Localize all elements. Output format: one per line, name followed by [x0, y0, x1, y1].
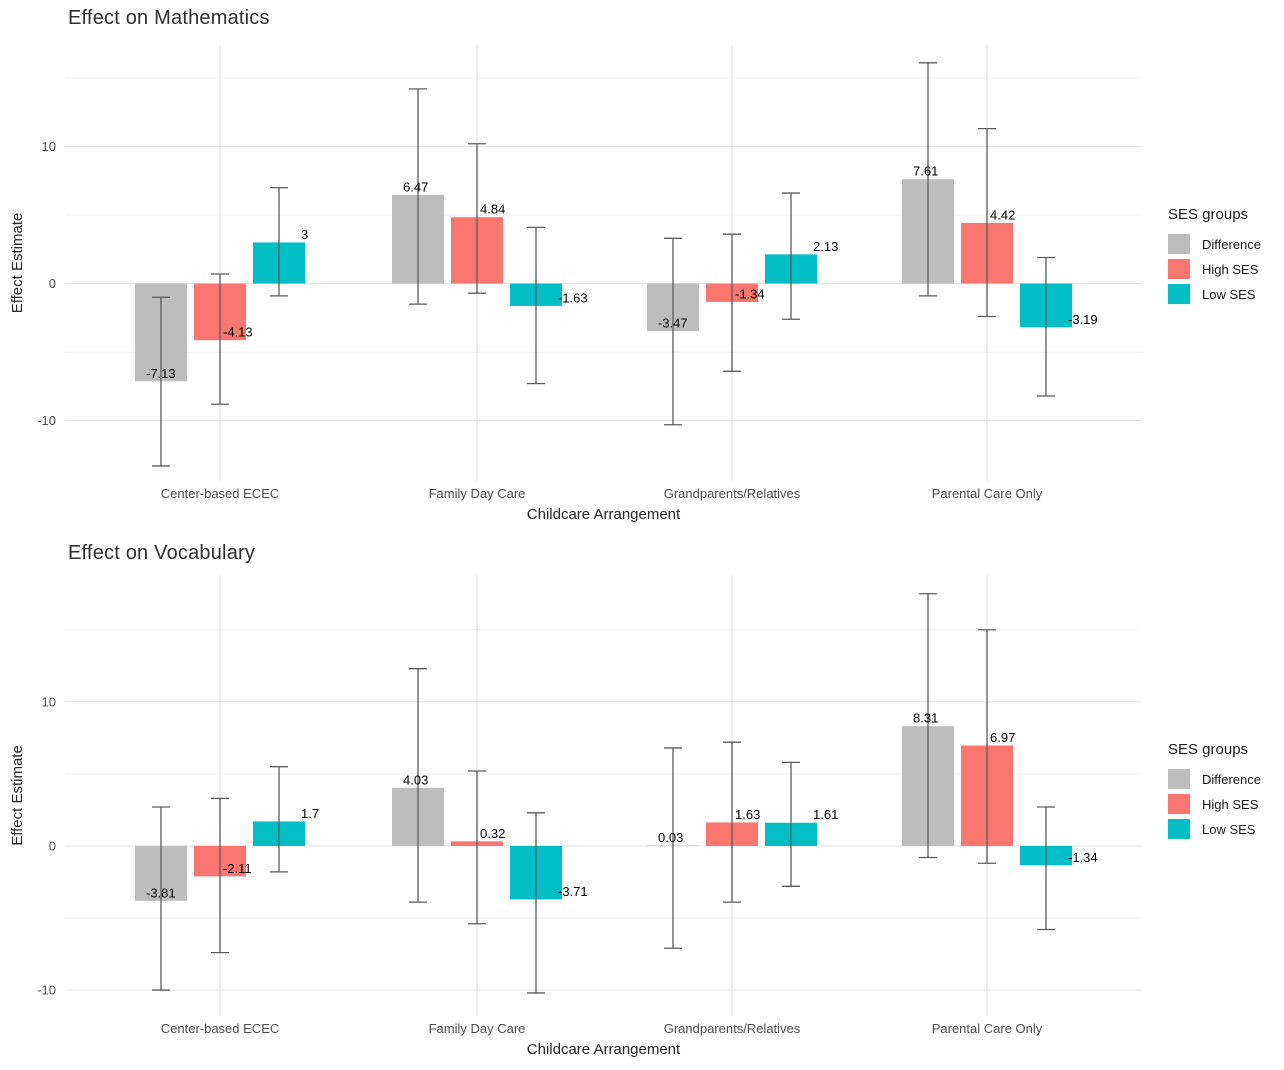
legend-entry-difference: Difference — [1168, 769, 1284, 789]
x-axis-title: Childcare Arrangement — [527, 1041, 681, 1058]
chart-vocabulary: -3.81 4.03 0.03 8.31 -2.11 0.32 1.63 6.97 1.7 -3.… — [9, 575, 1142, 1058]
y-tick-label: -10 — [37, 983, 56, 998]
value-labels: -7.13 6.47 -3.47 7.61 -4.13 4.84 -1.34 4.42 3 -1.… — [146, 164, 1098, 381]
panel-mathematics: Effect on Mathematics -7.13 6.47 -3.47 7.61… — [9, 7, 1284, 523]
value-label: 1.61 — [813, 807, 838, 822]
legend-mathematics: SES groups Difference High SES Low SES — [1168, 206, 1284, 309]
legend-swatch-high-ses-icon — [1168, 259, 1190, 279]
value-label: 0.03 — [658, 830, 683, 845]
value-label: -3.71 — [558, 884, 588, 899]
error-bars — [152, 62, 1055, 467]
y-tick-label: -10 — [37, 413, 56, 428]
legend-label-high-ses: High SES — [1202, 261, 1259, 277]
value-label: -4.13 — [223, 325, 253, 340]
value-label: 0.32 — [480, 826, 505, 841]
bars — [135, 726, 1072, 901]
panel-title-vocabulary: Effect on Vocabulary — [68, 542, 256, 564]
y-tick-label: 10 — [42, 694, 56, 709]
value-label: -1.34 — [735, 286, 765, 301]
legend-label-low-ses: Low SES — [1202, 821, 1256, 837]
legend-swatch-low-ses-icon — [1168, 284, 1190, 304]
value-labels: -3.81 4.03 0.03 8.31 -2.11 0.32 1.63 6.97 1.7 -3.… — [146, 711, 1098, 901]
bars — [135, 179, 1072, 382]
value-label: -3.81 — [146, 885, 176, 900]
legend-label-difference: Difference — [1202, 771, 1262, 787]
value-label: -7.13 — [146, 366, 176, 381]
value-label: 8.31 — [913, 711, 938, 726]
value-label: 6.47 — [403, 179, 428, 194]
value-label: 6.97 — [990, 730, 1015, 745]
y-tick-label: 10 — [42, 139, 56, 154]
legend-swatch-difference-icon — [1168, 769, 1190, 789]
x-tick-label: Grandparents/Relatives — [664, 486, 801, 501]
value-label: -1.34 — [1068, 850, 1098, 865]
x-axis-title: Childcare Arrangement — [527, 506, 681, 523]
axes: -10 0 10 Center-based ECEC Family Day Care Gr… — [9, 694, 1043, 1058]
value-label: 1.7 — [301, 806, 319, 821]
legend-swatch-low-ses-icon — [1168, 819, 1190, 839]
y-tick-label: 0 — [49, 276, 56, 291]
x-tick-label: Parental Care Only — [932, 1021, 1043, 1036]
legend-vocabulary: SES groups Difference High SES Low SES — [1168, 741, 1284, 844]
error-bars — [152, 593, 1055, 994]
legend-title: SES groups — [1168, 741, 1249, 758]
legend-entry-low-ses: Low SES — [1168, 284, 1284, 304]
x-tick-label: Grandparents/Relatives — [664, 1021, 801, 1036]
legend-entry-difference: Difference — [1168, 234, 1284, 254]
x-tick-label: Family Day Care — [429, 486, 526, 501]
legend-label-low-ses: Low SES — [1202, 286, 1256, 302]
value-label: 2.13 — [813, 239, 838, 254]
legend-label-difference: Difference — [1202, 236, 1262, 252]
value-label: 4.03 — [403, 772, 428, 787]
legend-entry-low-ses: Low SES — [1168, 819, 1284, 839]
y-axis-title: Effect Estimate — [9, 745, 26, 846]
y-tick-label: 0 — [49, 838, 56, 853]
value-label: -3.47 — [658, 316, 688, 331]
x-tick-label: Center-based ECEC — [161, 486, 280, 501]
legend-swatch-high-ses-icon — [1168, 794, 1190, 814]
value-label: 7.61 — [913, 164, 938, 179]
value-label: 1.63 — [735, 807, 760, 822]
x-tick-label: Parental Care Only — [932, 486, 1043, 501]
value-label: 3 — [301, 227, 308, 242]
value-label: 4.84 — [480, 202, 505, 217]
chart-mathematics: -7.13 6.47 -3.47 7.61 -4.13 4.84 -1.34 4.42 3 -1.… — [9, 45, 1142, 523]
value-label: -2.11 — [223, 861, 252, 876]
legend-label-high-ses: High SES — [1202, 796, 1259, 812]
value-label: -3.19 — [1068, 312, 1098, 327]
x-tick-label: Family Day Care — [429, 1021, 526, 1036]
legend-title: SES groups — [1168, 206, 1249, 223]
y-axis-title: Effect Estimate — [9, 213, 26, 314]
panel-vocabulary: Effect on Vocabulary -3.81 4.03 0.03 8.31 -2… — [0, 535, 1284, 1070]
value-label: 4.42 — [990, 207, 1015, 222]
panel-title-mathematics: Effect on Mathematics — [68, 7, 270, 29]
legend-entry-high-ses: High SES — [1168, 259, 1284, 279]
axes: -10 0 10 Center-based ECEC Family Day Care Gr… — [9, 139, 1043, 523]
legend-swatch-difference-icon — [1168, 234, 1190, 254]
value-label: -1.63 — [558, 290, 588, 305]
legend-entry-high-ses: High SES — [1168, 794, 1284, 814]
x-tick-label: Center-based ECEC — [161, 1021, 280, 1036]
